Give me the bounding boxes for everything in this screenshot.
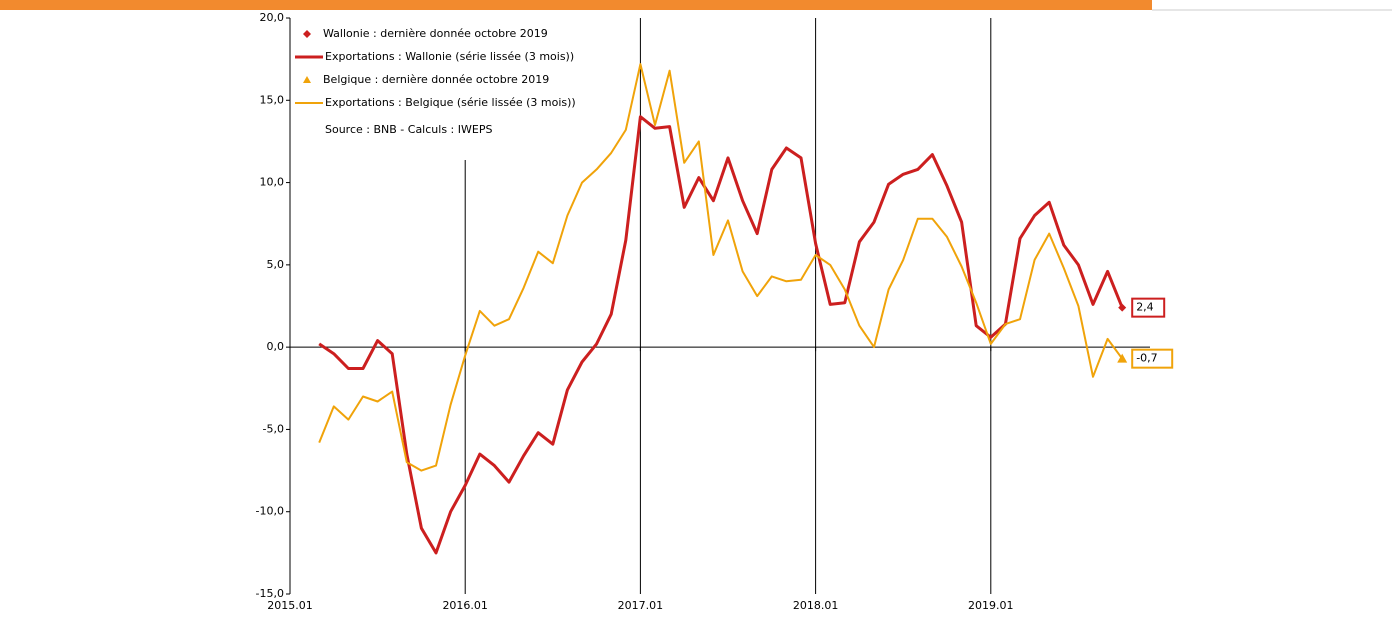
value-label-box: 2,4 xyxy=(1131,297,1166,318)
series-line xyxy=(318,63,1124,472)
x-tick-label: 2015.01 xyxy=(267,599,313,612)
header-bar xyxy=(0,0,1152,10)
y-tick-label: 5,0 xyxy=(267,258,285,271)
x-tick-label: 2019.01 xyxy=(968,599,1014,612)
y-tick-label: 0,0 xyxy=(267,340,285,353)
y-tick-label: -15,0 xyxy=(256,587,284,600)
legend-label: Wallonie : dernière donnée octobre 2019 xyxy=(323,27,548,40)
legend-symbol xyxy=(303,76,311,83)
legend-label: Exportations : Wallonie (série lissée (3… xyxy=(325,50,574,63)
value-label-frame xyxy=(1131,348,1174,369)
legend-label: Exportations : Belgique (série lissée (3… xyxy=(325,96,576,109)
series-line xyxy=(318,115,1124,555)
y-tick-label: 10,0 xyxy=(260,176,285,189)
x-tick-label: 2016.01 xyxy=(442,599,488,612)
y-tick-label: -10,0 xyxy=(256,505,284,518)
value-label-box: -0,7 xyxy=(1131,348,1174,369)
value-label-frame xyxy=(1131,297,1166,318)
value-label: 2,4 xyxy=(1136,301,1154,314)
source-note: Source : BNB - Calculs : IWEPS xyxy=(325,123,492,136)
legend-symbol xyxy=(303,30,311,38)
x-tick-label: 2017.01 xyxy=(618,599,664,612)
value-label: -0,7 xyxy=(1136,352,1157,365)
y-tick-label: 20,0 xyxy=(260,11,285,24)
legend: Wallonie : dernière donnée octobre 2019 E… xyxy=(295,27,576,136)
y-tick-label: -5,0 xyxy=(263,422,284,435)
y-tick-label: 15,0 xyxy=(260,93,285,106)
legend-label: Belgique : dernière donnée octobre 2019 xyxy=(323,73,549,86)
x-tick-label: 2018.01 xyxy=(793,599,839,612)
